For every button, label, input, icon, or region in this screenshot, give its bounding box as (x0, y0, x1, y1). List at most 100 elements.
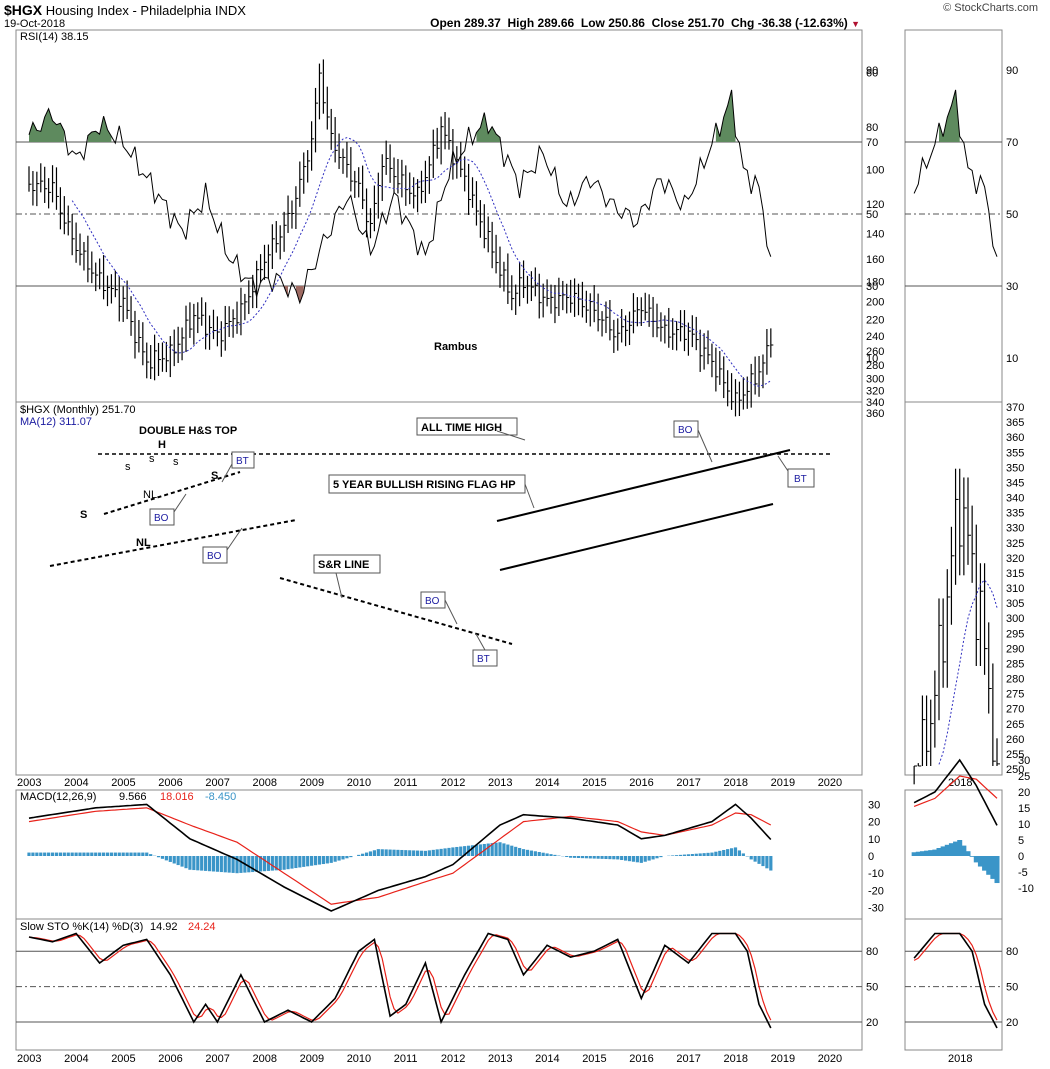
macd-zoom-tick-label: 25 (1018, 771, 1030, 783)
rsi-zoom-line (913, 89, 998, 257)
x-tick-label-main-bottom: 2015 (582, 1053, 606, 1065)
chart-title: $HGX Housing Index - Philadelphia INDX (4, 2, 246, 18)
bt1-label: BT (236, 456, 249, 467)
macd-histogram-bar (149, 854, 153, 856)
macd-histogram-bar (306, 856, 310, 867)
macd-histogram-bar (753, 856, 757, 862)
macd-histogram-bar (62, 852, 66, 856)
price-tick-label: 140 (866, 229, 884, 241)
macd-histogram-bar (643, 856, 647, 862)
macd-histogram-bar (101, 852, 106, 856)
macd-histogram-bar (78, 852, 82, 856)
macd-histogram-bar (733, 847, 738, 856)
macd-tick-label: 30 (868, 799, 880, 811)
price-tick-label: 300 (866, 373, 884, 385)
macd-zoom-histogram-bar (915, 851, 921, 856)
macd-histogram-bar (478, 844, 482, 856)
macd-histogram-bar (164, 856, 168, 861)
macd-histogram-bar (616, 856, 620, 860)
rsi-zoom-tick-label: 30 (1006, 281, 1018, 293)
bo3-label: BO (425, 596, 440, 607)
macd-histogram-bar (364, 852, 369, 856)
macd-histogram-bar (525, 849, 530, 856)
sto-zoom-k-line (913, 932, 998, 1029)
sto-legend: Slow STO %K(14) %D(3) 14.92 24.24 (20, 921, 216, 933)
macd-histogram-bar (718, 850, 722, 856)
price-tick-label: 360 (866, 408, 884, 420)
macd-histogram-bar (235, 856, 239, 874)
sto-k-value: 14.92 (150, 921, 178, 933)
macd-histogram-bar (192, 856, 196, 871)
x-tick-label-main-top: 2004 (64, 777, 88, 789)
macd-histogram-bar (66, 852, 70, 856)
macd-legend-value: 9.566 (119, 791, 147, 803)
macd-histogram-bar (682, 854, 687, 856)
macd-tick-label: 20 (868, 817, 880, 829)
x-tick-label-main-top: 2008 (253, 777, 277, 789)
right-shoulder-label: S (211, 470, 218, 482)
macd-histogram-bar (345, 856, 349, 859)
price-zoom-tick-label: 325 (1006, 538, 1024, 550)
x-tick-label-main-bottom: 2009 (300, 1053, 324, 1065)
macd-histogram-bar (435, 849, 439, 856)
bt2-label: BT (477, 654, 490, 665)
macd-histogram-bar (368, 851, 373, 856)
macd-histogram-bar (313, 856, 318, 866)
x-tick-label-main-top: 2020 (818, 777, 842, 789)
x-tick-label-main-bottom: 2003 (17, 1053, 41, 1065)
all-time-high-box (416, 417, 518, 436)
macd-histogram-bar (98, 852, 102, 856)
bo2-label: BO (207, 551, 222, 562)
x-tick-label-main-bottom: 2012 (441, 1053, 465, 1065)
macd-zoom-tick-label: 10 (1018, 819, 1030, 831)
price-zoom-tick-label: 330 (1006, 523, 1024, 535)
macd-histogram-bar (141, 852, 145, 856)
macd-histogram-bar (678, 854, 683, 856)
macd-histogram-bar (262, 856, 267, 872)
ma12-zoom-line (938, 579, 998, 765)
macd-histogram-bar (168, 856, 172, 862)
price-tick-label: 60 (866, 68, 878, 80)
stockcharts-logo: © StockCharts.com (943, 2, 1038, 14)
price-zoom-tick-label: 320 (1006, 553, 1024, 565)
macd-histogram-bar (31, 852, 35, 856)
macd-histogram-bar (294, 856, 298, 869)
macd-histogram-bar (317, 856, 322, 865)
macd-zoom-tick-label: 5 (1018, 835, 1024, 847)
macd-histogram-bar (176, 856, 180, 866)
left-shoulder-label: S (80, 509, 87, 521)
macd-histogram-bar (533, 851, 537, 856)
x-tick-label-main-bottom: 2017 (676, 1053, 700, 1065)
x-tick-label-main-top: 2014 (535, 777, 559, 789)
macd-zoom-histogram-bar (944, 844, 950, 856)
price-zoom-tick-label: 315 (1006, 568, 1024, 580)
macd-histogram-bar (612, 856, 616, 860)
x-tick-label-main-bottom: 2008 (253, 1053, 277, 1065)
macd-zoom-histogram-bar (919, 851, 925, 856)
bo1-box (149, 508, 175, 526)
sto-zoom-tick-label: 20 (1006, 1017, 1018, 1029)
macd-histogram-bar (459, 846, 463, 856)
macd-histogram-bar (35, 852, 39, 856)
bo4-pointer (697, 429, 713, 463)
macd-histogram-bar (184, 856, 188, 869)
macd-histogram-bar (200, 856, 204, 871)
x-tick-label-main-bottom: 2006 (158, 1053, 182, 1065)
bt1-pointer (221, 463, 233, 483)
rsi-tick-label: 30 (866, 281, 878, 293)
price-tick-label: 280 (866, 360, 884, 372)
axis-ticks: 2003200320042004200520052006200620072007… (17, 65, 1034, 1065)
bo2-pointer (226, 527, 243, 551)
macd-legend: MACD(12,26,9) 9.566 18.016 -8.450 (20, 791, 236, 803)
macd-tick-label: -10 (868, 868, 884, 880)
macd-histogram-bar (113, 852, 117, 856)
macd-histogram-bar (251, 856, 255, 873)
macd-histogram-bar (211, 856, 216, 872)
macd-histogram-bar (714, 851, 718, 856)
close-label: Close (651, 16, 685, 30)
x-tick-label-main-top: 2006 (158, 777, 182, 789)
price-legend: $HGX (Monthly) 251.70 (20, 404, 136, 416)
bo4-box (673, 420, 699, 438)
macd-histogram-bar (537, 851, 541, 856)
price-zoom-tick-label: 335 (1006, 508, 1024, 520)
